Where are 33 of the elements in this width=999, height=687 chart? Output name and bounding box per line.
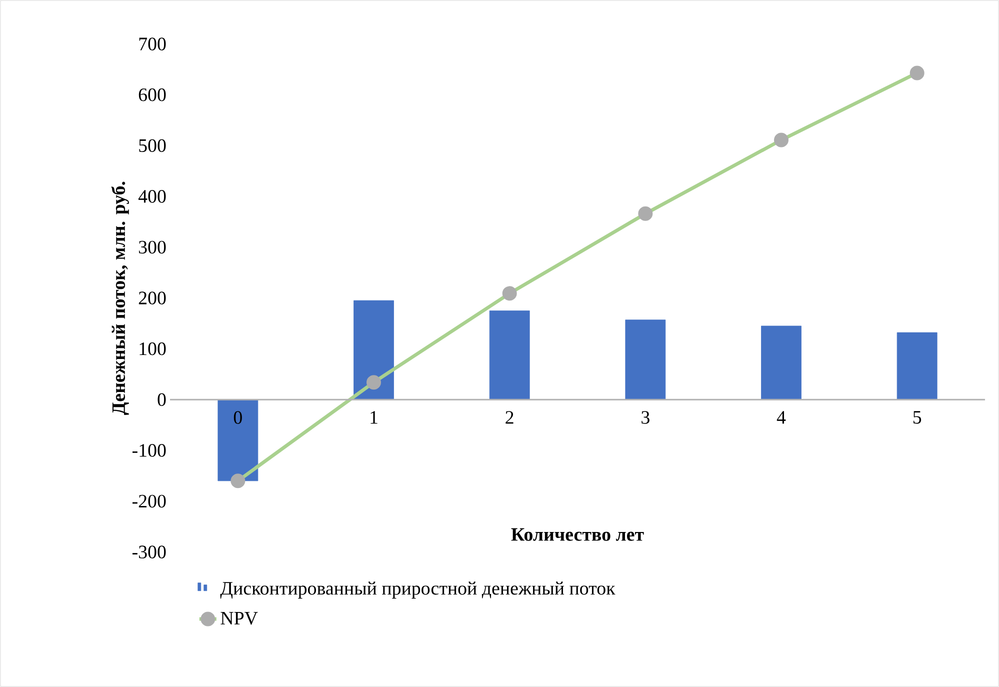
- bar: [625, 320, 666, 400]
- point: [502, 286, 517, 301]
- point: [774, 132, 789, 148]
- bar: [354, 300, 394, 400]
- bar: [896, 332, 938, 400]
- point: [366, 375, 382, 390]
- legend-label: Дисконтированный приростной денежный поток: [220, 582, 616, 599]
- x-tick-label: 1: [370, 411, 378, 424]
- x-tick-label: 2: [506, 411, 514, 424]
- y-tick-label: 300: [138, 240, 166, 254]
- bar: [218, 399, 258, 482]
- point: [638, 206, 653, 221]
- x-tick-label: 0: [234, 411, 242, 424]
- x-tick-label: 4: [776, 411, 786, 424]
- point: [910, 66, 924, 80]
- y-tick-label: 500: [139, 139, 166, 152]
- y-tick-label: -300: [132, 546, 166, 558]
- y-tick-label: 0: [158, 393, 166, 406]
- bar: [761, 326, 802, 400]
- y-tick-label: -200: [132, 494, 166, 508]
- y-tick-label: 200: [138, 292, 166, 304]
- legend-label: NPV: [220, 612, 258, 625]
- x-axis-title: Количество лет: [511, 528, 644, 541]
- x-tick-label: 3: [642, 411, 650, 424]
- y-tick-label: 100: [140, 342, 166, 356]
- point: [230, 474, 246, 488]
- y-tick-label: -100: [132, 444, 166, 457]
- y-tick-label: 600: [138, 88, 166, 102]
- y-axis-title: Денежный поток, млн. руб.: [111, 182, 129, 415]
- y-tick-label: 400: [138, 190, 166, 203]
- bar: [489, 310, 530, 400]
- x-tick-label: 5: [913, 411, 922, 424]
- y-tick-label: 700: [139, 38, 166, 50]
